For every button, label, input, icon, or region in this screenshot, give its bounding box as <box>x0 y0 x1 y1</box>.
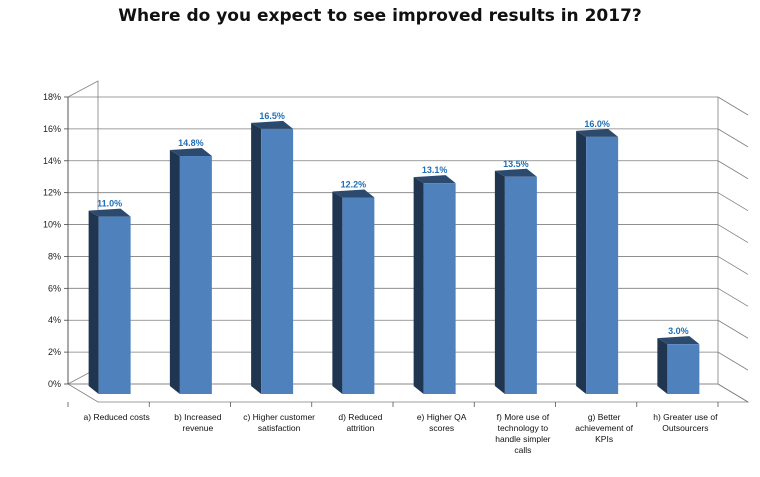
x-category-label: satisfaction <box>258 423 301 433</box>
bar-side <box>576 130 587 394</box>
y-tick-label: 6% <box>48 283 61 293</box>
x-category-label: calls <box>514 445 531 455</box>
y-tick-label: 18% <box>43 92 61 102</box>
x-category-label: scores <box>429 423 454 433</box>
floor <box>66 383 750 403</box>
y-tick-label: 12% <box>43 188 61 198</box>
bar <box>667 344 700 394</box>
bar-side <box>413 177 424 394</box>
bar-top <box>413 175 456 184</box>
x-category-label: c) Higher customer <box>243 412 315 422</box>
bar-side <box>494 170 505 394</box>
data-label: 3.0% <box>668 326 689 336</box>
gridline-depth <box>717 256 749 275</box>
x-category-label: technology to <box>498 423 549 433</box>
x-category-label: b) Increased <box>174 412 222 422</box>
x-category-label: handle simpler <box>495 434 550 444</box>
x-category-label: a) Reduced costs <box>84 412 150 422</box>
bar <box>179 156 212 394</box>
x-category-label: d) Reduced <box>338 412 382 422</box>
label-layer: 11.0% a) Reduced costs 14.8% b) Increasedre… <box>84 111 719 455</box>
gridline-depth <box>717 351 749 371</box>
bar <box>586 136 619 394</box>
bar <box>342 197 375 394</box>
bar-top <box>657 336 700 345</box>
data-label: 12.2% <box>341 179 367 189</box>
gridline-depth <box>717 160 749 180</box>
bar-side <box>169 150 180 394</box>
x-category-label: g) Better <box>588 412 621 422</box>
gridline-depth <box>717 128 749 148</box>
y-tick-label: 4% <box>48 315 61 325</box>
gridline-depth <box>717 192 749 212</box>
x-category-label: f) More use of <box>497 412 550 422</box>
x-category-label: h) Greater use of <box>653 412 718 422</box>
chart-title: Where do you expect to see improved resu… <box>118 6 642 26</box>
bar-top <box>88 208 131 217</box>
bar <box>98 216 131 394</box>
gridline-depth <box>717 319 749 339</box>
x-category-label: e) Higher QA <box>417 412 467 422</box>
bar-side <box>88 210 99 394</box>
gridline-depth <box>717 287 749 307</box>
bar <box>423 183 456 394</box>
x-category-label: Outsourcers <box>662 423 708 433</box>
gridline-depth <box>717 383 749 403</box>
bar-side <box>332 191 343 394</box>
bar <box>261 128 294 394</box>
bar-side <box>251 122 262 395</box>
bar-top <box>251 120 294 129</box>
gridline-depth <box>717 96 749 116</box>
data-label: 14.8% <box>178 138 204 148</box>
y-tick-label: 0% <box>48 379 61 389</box>
data-label: 13.1% <box>422 165 448 175</box>
y-tick-label: 14% <box>43 156 61 166</box>
bar-side <box>657 338 668 394</box>
data-label: 11.0% <box>97 199 122 209</box>
y-tick-label: 16% <box>43 124 61 134</box>
y-tick-label: 8% <box>48 251 61 261</box>
x-category-label: achievement of <box>575 423 633 433</box>
bar-top <box>169 148 212 157</box>
bar-top <box>494 168 537 177</box>
y-tick-label: 10% <box>43 220 61 230</box>
bar <box>504 176 537 394</box>
bar-top <box>332 189 375 198</box>
data-label: 16.5% <box>259 111 285 121</box>
axis-layer: 0% 2% 4% 6% 8% 10% 12% 14% 16% 18% <box>43 92 719 407</box>
x-category-label: KPIs <box>595 434 613 444</box>
data-label: 13.5% <box>503 159 529 169</box>
bar-layer <box>88 120 700 395</box>
y-tick-label: 2% <box>48 347 61 357</box>
x-category-label: attrition <box>346 423 374 433</box>
gridline-depth <box>717 224 749 243</box>
data-label: 16.0% <box>584 119 610 129</box>
bar-top <box>576 128 619 137</box>
x-category-label: revenue <box>183 423 214 433</box>
